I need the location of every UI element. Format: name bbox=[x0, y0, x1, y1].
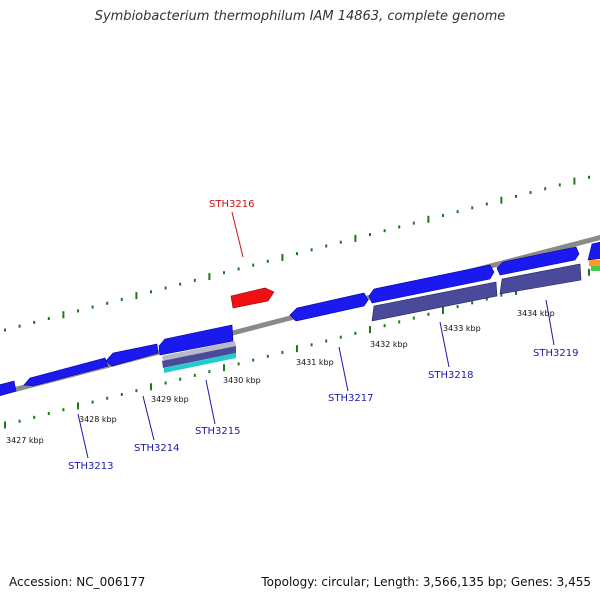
accession-label: Accession: NC_006177 bbox=[9, 575, 146, 589]
genome-summary: Topology: circular; Length: 3,566,135 bp… bbox=[261, 575, 591, 589]
leader-line bbox=[205, 379, 216, 425]
gene-arrow[interactable] bbox=[587, 241, 600, 261]
scale-label: 3431 kbp bbox=[296, 358, 334, 367]
leader-line bbox=[338, 346, 349, 392]
scale-label: 3429 kbp bbox=[151, 395, 189, 404]
scale-label: 3428 kbp bbox=[79, 415, 117, 424]
gene-arrow[interactable] bbox=[23, 357, 109, 387]
gene-arrow[interactable] bbox=[499, 263, 582, 295]
scale-label: 3430 kbp bbox=[223, 376, 261, 385]
scale-label: 3433 kbp bbox=[443, 324, 481, 333]
gene-label-selected[interactable]: STH3216 bbox=[209, 199, 254, 210]
gene-arrow[interactable] bbox=[368, 264, 495, 304]
gene-arrow[interactable] bbox=[496, 246, 580, 276]
outer-ruler bbox=[4, 175, 590, 332]
gene-arrow[interactable] bbox=[371, 281, 498, 322]
gene-arrow[interactable] bbox=[158, 324, 234, 356]
gene-arrow[interactable] bbox=[164, 353, 236, 373]
gene-label[interactable]: STH3217 bbox=[328, 393, 373, 404]
scale-label: 3434 kbp bbox=[517, 309, 555, 318]
leader-line bbox=[142, 395, 155, 441]
gene-label[interactable]: STH3219 bbox=[533, 348, 578, 359]
selected-gene-arrow[interactable] bbox=[230, 287, 275, 309]
gene-arrow[interactable] bbox=[162, 341, 236, 361]
genome-title: Symbiobacterium thermophilum IAM 14863, … bbox=[94, 9, 506, 24]
gene-arrow[interactable] bbox=[105, 343, 159, 367]
leader-line bbox=[231, 211, 244, 258]
gene-arrow[interactable] bbox=[589, 260, 600, 266]
leader-line bbox=[77, 413, 89, 459]
gene-arrow[interactable] bbox=[0, 380, 17, 397]
scale-label: 3427 kbp bbox=[6, 436, 44, 445]
scale-label: 3432 kbp bbox=[370, 340, 408, 349]
leader-line bbox=[439, 321, 450, 368]
gene-label[interactable]: STH3214 bbox=[134, 443, 179, 454]
inner-ruler bbox=[4, 268, 590, 429]
gene-label[interactable]: STH3213 bbox=[68, 461, 113, 472]
gene-label[interactable]: STH3215 bbox=[195, 426, 240, 437]
gene-arrow[interactable] bbox=[591, 266, 600, 271]
gene-arrow[interactable] bbox=[289, 292, 369, 322]
gene-label[interactable]: STH3218 bbox=[428, 370, 473, 381]
leader-line bbox=[545, 299, 555, 346]
gene-arrow[interactable] bbox=[162, 346, 236, 368]
